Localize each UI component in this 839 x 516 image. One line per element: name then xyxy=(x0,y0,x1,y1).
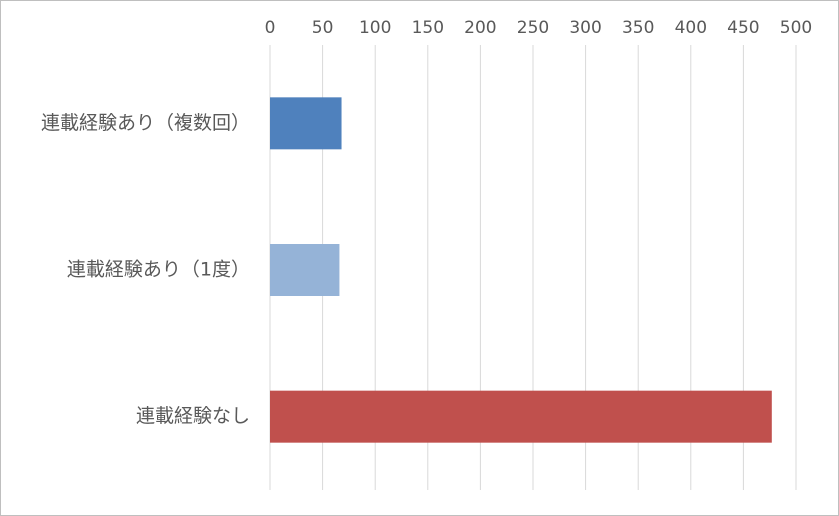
x-tick-label: 250 xyxy=(517,18,549,38)
x-tick-label: 200 xyxy=(464,18,496,38)
y-tick-label: 連載経験あり（1度） xyxy=(67,259,250,281)
x-tick-label: 350 xyxy=(622,18,654,38)
x-tick-label: 100 xyxy=(359,18,391,38)
bar xyxy=(270,390,772,443)
x-tick-label: 500 xyxy=(780,18,812,38)
x-tick-label: 150 xyxy=(412,18,444,38)
x-tick-label: 50 xyxy=(312,18,334,38)
y-tick-label: 連載経験なし xyxy=(136,405,250,427)
bar xyxy=(270,97,342,150)
x-tick-label: 450 xyxy=(727,18,759,38)
x-tick-label: 300 xyxy=(569,18,601,38)
y-tick-label: 連載経験あり（複数回） xyxy=(41,112,250,134)
x-tick-label: 0 xyxy=(265,18,276,38)
bar xyxy=(270,244,340,296)
x-tick-label: 400 xyxy=(675,18,707,38)
